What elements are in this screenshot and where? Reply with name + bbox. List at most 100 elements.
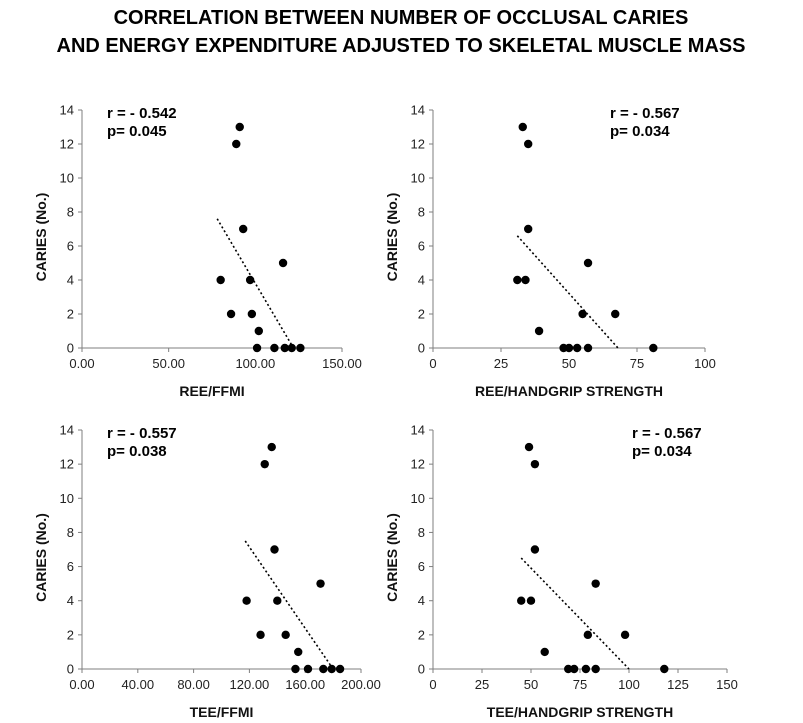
x-tick-label: 0 <box>429 677 436 692</box>
data-point <box>239 224 248 234</box>
data-point <box>280 343 289 353</box>
x-tick-label: 100 <box>618 677 640 692</box>
data-point <box>521 275 530 285</box>
data-point <box>620 630 630 640</box>
y-tick-label: 4 <box>418 273 425 288</box>
chart-tee-ffmi: 0 2 4 6 8 10 12 14 0.00 40.00 80.00 120.00 160.00 200… <box>33 423 381 721</box>
x-tick-label: 75 <box>573 677 587 692</box>
data-point <box>270 545 279 554</box>
data-point <box>564 343 574 353</box>
data-point <box>524 139 533 149</box>
data-point <box>591 664 600 674</box>
x-tick-label: 25 <box>475 677 489 692</box>
x-tick-label: 120.00 <box>230 677 270 692</box>
y-tick-label: 14 <box>411 103 425 118</box>
y-tick-label: 12 <box>411 457 425 472</box>
data-point <box>232 139 241 149</box>
data-point <box>572 343 582 353</box>
data-point <box>291 664 300 674</box>
y-tick-label: 8 <box>418 205 425 220</box>
data-point <box>316 579 325 588</box>
data-point <box>591 579 600 588</box>
data-point <box>260 459 269 469</box>
x-tick-label: 200.00 <box>341 677 381 692</box>
x-axis-label: REE/HANDGRIP STRENGTH <box>475 383 663 399</box>
y-tick-label: 10 <box>60 171 74 186</box>
y-tick-label: 0 <box>418 662 425 677</box>
data-point <box>569 664 579 674</box>
y-tick-label: 2 <box>67 627 74 642</box>
data-point <box>242 596 251 605</box>
y-axis-label: CARIES (No.) <box>384 513 400 602</box>
data-point <box>649 343 658 353</box>
x-tick-label: 25 <box>494 356 508 371</box>
x-tick-label: 80.00 <box>177 677 210 692</box>
correlation-r-label: r = - 0.542 <box>107 105 177 122</box>
x-tick-label: 150 <box>716 677 738 692</box>
data-point <box>247 309 257 319</box>
data-point <box>518 122 527 132</box>
y-tick-label: 14 <box>411 423 425 438</box>
chart-tee-handgrip: 0 2 4 6 8 10 12 14 0 25 50 75 100 125 150 TEE/HANDGRIP … <box>384 423 738 721</box>
x-tick-label: 100 <box>694 356 716 371</box>
data-point <box>296 343 305 353</box>
data-point <box>252 343 262 353</box>
data-point <box>294 647 303 657</box>
data-point <box>216 275 225 285</box>
data-point <box>530 545 540 554</box>
data-point <box>254 326 263 336</box>
y-tick-label: 8 <box>67 525 74 540</box>
data-point <box>335 664 345 674</box>
x-tick-label: 50 <box>524 677 538 692</box>
data-point <box>578 309 587 319</box>
data-point <box>581 664 591 674</box>
x-tick-label: 0.00 <box>69 356 94 371</box>
data-point <box>526 596 536 605</box>
data-point <box>267 442 276 452</box>
x-tick-label: 50 <box>562 356 576 371</box>
data-point <box>273 596 282 605</box>
y-tick-label: 4 <box>67 273 74 288</box>
data-point <box>534 326 544 336</box>
data-point <box>524 442 534 452</box>
y-axis-label: CARIES (No.) <box>33 193 49 282</box>
x-axis-label: TEE/FFMI <box>190 704 254 720</box>
x-axis-label: REE/FFMI <box>179 383 244 399</box>
chart-ree-handgrip: 0 2 4 6 8 10 12 14 0 25 50 75 100 REE/HANDGRIP STRENG… <box>384 103 716 400</box>
x-tick-label: 0.00 <box>69 677 94 692</box>
y-tick-label: 12 <box>60 137 74 152</box>
data-point <box>235 122 244 132</box>
x-tick-label: 160.00 <box>285 677 325 692</box>
y-tick-label: 6 <box>67 239 74 254</box>
trend-line <box>244 540 334 670</box>
data-point <box>530 459 540 469</box>
data-point <box>287 343 296 353</box>
y-tick-label: 10 <box>411 491 425 506</box>
y-tick-label: 12 <box>60 457 74 472</box>
correlation-p-label: p= 0.034 <box>632 443 692 460</box>
trend-line <box>520 557 630 670</box>
y-tick-label: 14 <box>60 103 74 118</box>
correlation-p-label: p= 0.038 <box>107 443 167 460</box>
y-tick-label: 2 <box>418 307 425 322</box>
y-tick-label: 6 <box>67 559 74 574</box>
y-tick-label: 4 <box>67 593 74 608</box>
data-point <box>540 647 549 657</box>
y-tick-label: 14 <box>60 423 74 438</box>
y-tick-label: 12 <box>411 137 425 152</box>
x-tick-label: 0 <box>429 356 436 371</box>
data-point <box>226 309 236 319</box>
y-tick-label: 8 <box>67 205 74 220</box>
y-tick-label: 2 <box>67 307 74 322</box>
data-point <box>513 275 522 285</box>
x-tick-label: 40.00 <box>122 677 155 692</box>
y-tick-label: 6 <box>418 559 425 574</box>
x-tick-label: 150.00 <box>322 356 362 371</box>
data-point <box>524 224 533 234</box>
data-point <box>611 309 620 319</box>
y-tick-label: 0 <box>67 662 74 677</box>
x-axis-label: TEE/HANDGRIP STRENGTH <box>487 704 673 720</box>
y-axis-label: CARIES (No.) <box>384 193 400 282</box>
correlation-r-label: r = - 0.567 <box>610 105 680 122</box>
